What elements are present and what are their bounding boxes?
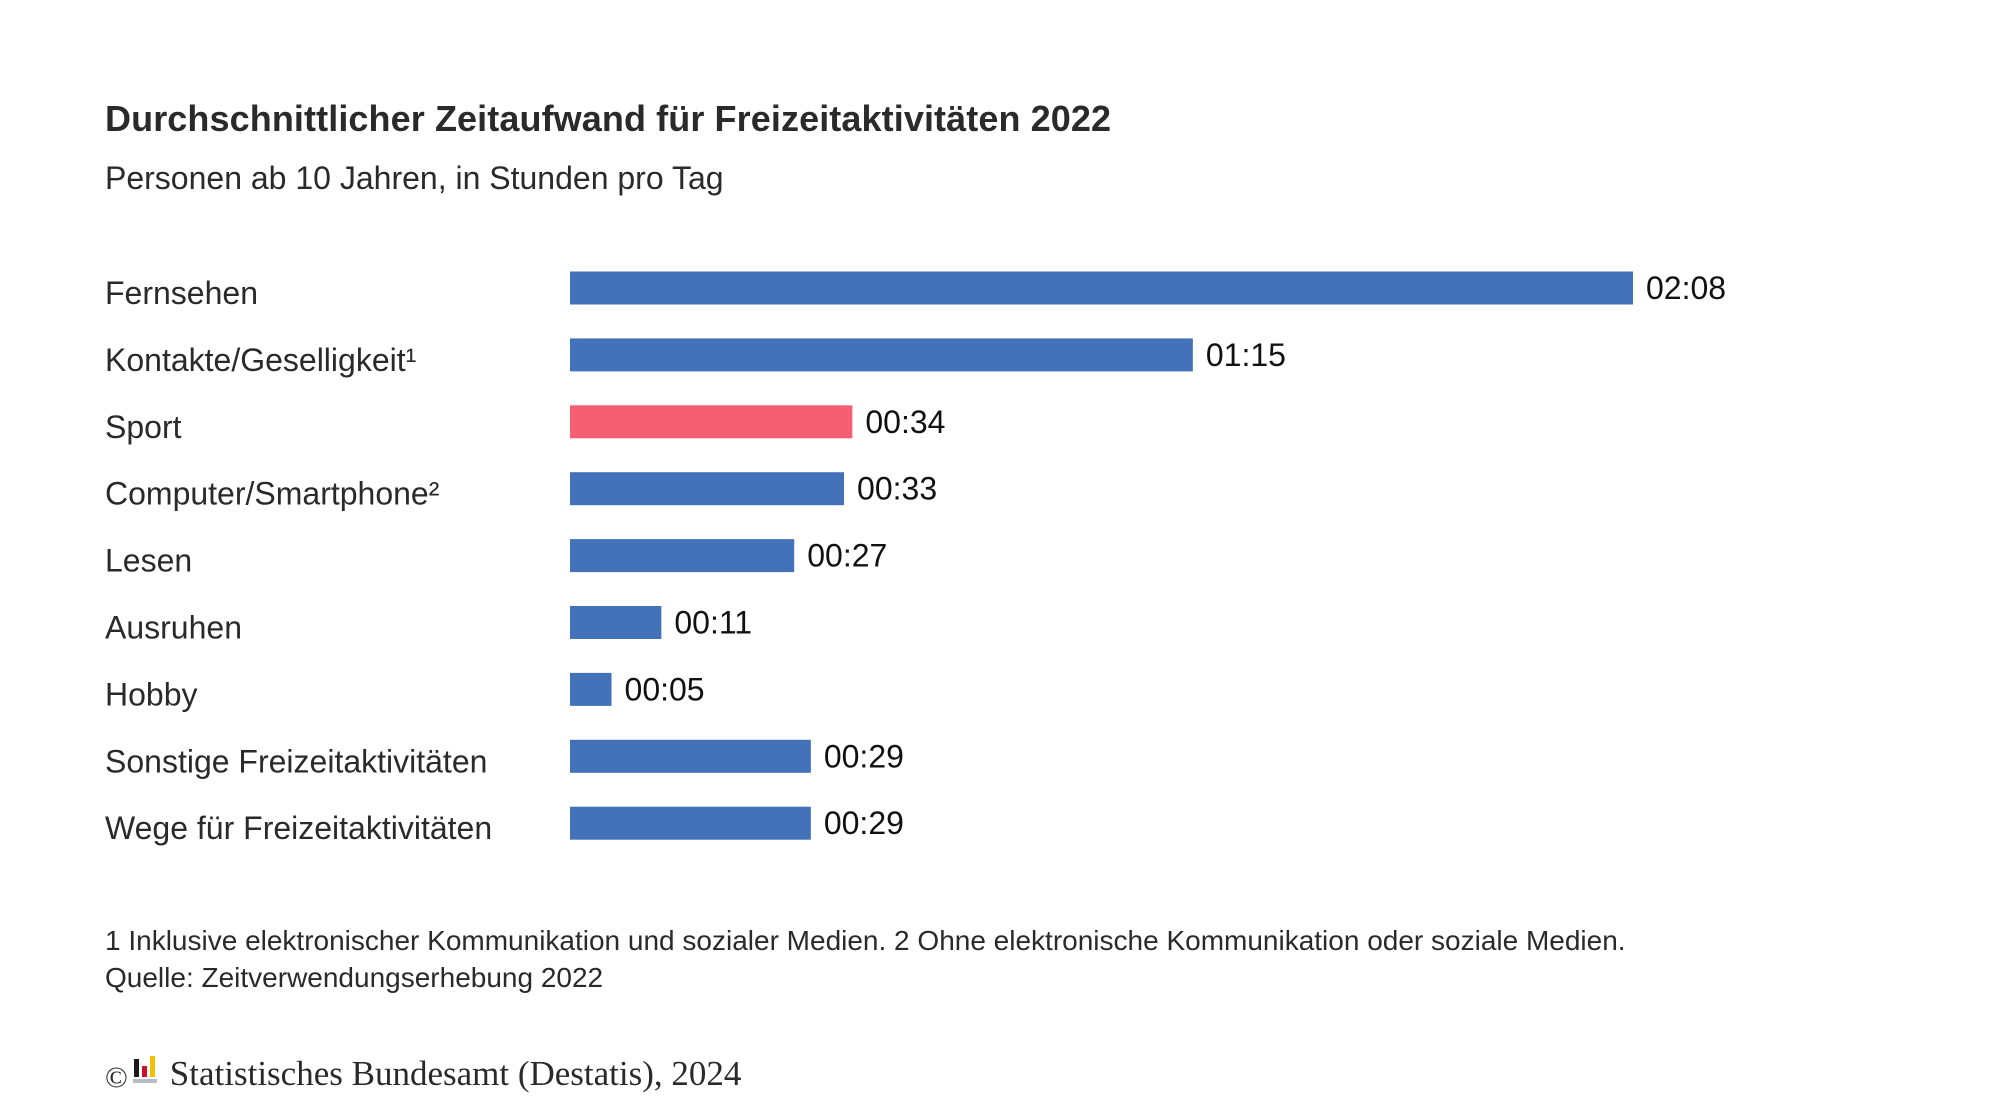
bar xyxy=(570,806,811,840)
category-label: Computer/Smartphone² xyxy=(105,476,440,512)
value-label: 00:34 xyxy=(865,404,945,440)
bar xyxy=(570,472,845,506)
bar xyxy=(570,539,795,573)
category-label: Kontakte/Geselligkeit¹ xyxy=(105,342,416,378)
copyright-line: © Statistisches Bundesamt (Destatis), 20… xyxy=(105,1054,741,1094)
value-label: 00:05 xyxy=(625,671,705,707)
bar xyxy=(570,405,853,439)
bars-group: Fernsehen 02:08 Kontakte/Geselligkeit¹ 01:1… xyxy=(105,270,1726,846)
footnote-definitions: 1 Inklusive elektronischer Kommunikation… xyxy=(105,925,1626,956)
value-label: 02:08 xyxy=(1646,270,1726,306)
value-label: 00:11 xyxy=(674,605,752,641)
value-label: 01:15 xyxy=(1206,337,1286,373)
category-label: Sport xyxy=(105,409,182,445)
category-label: Hobby xyxy=(105,676,198,712)
chart-subtitle: Personen ab 10 Jahren, in Stunden pro Ta… xyxy=(105,160,724,196)
value-label: 00:29 xyxy=(824,805,904,841)
copyright-symbol: © xyxy=(105,1061,128,1094)
copyright-text: Statistisches Bundesamt (Destatis), 2024 xyxy=(169,1054,742,1093)
bar xyxy=(570,672,612,706)
chart-title: Durchschnittlicher Zeitaufwand für Freiz… xyxy=(105,98,1112,139)
category-label: Wege für Freizeitaktivitäten xyxy=(105,810,492,846)
value-label: 00:27 xyxy=(807,538,887,574)
bar xyxy=(570,338,1193,372)
category-label: Lesen xyxy=(105,543,192,579)
footnote-source: Quelle: Zeitverwendungserhebung 2022 xyxy=(105,962,604,993)
category-label: Sonstige Freizeitaktivitäten xyxy=(105,743,487,779)
value-label: 00:29 xyxy=(824,738,904,774)
category-label: Ausruhen xyxy=(105,610,242,646)
bar xyxy=(570,606,662,639)
value-label: 00:33 xyxy=(857,471,937,507)
bar xyxy=(570,739,811,773)
bar-chart: Fernsehen 02:08 Kontakte/Geselligkeit¹ 01:1… xyxy=(105,270,1726,846)
destatis-logo-icon xyxy=(132,1054,160,1094)
category-label: Fernsehen xyxy=(105,275,258,311)
bar xyxy=(570,271,1633,305)
